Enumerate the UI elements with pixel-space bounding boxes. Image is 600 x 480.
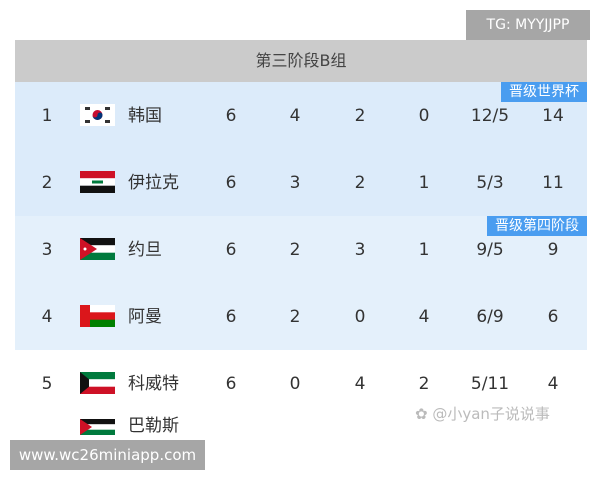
weibo-watermark: ✿ @小yan子说说事	[415, 405, 550, 423]
cell-goals: 6/9	[476, 307, 504, 327]
table-title: 第三阶段B组	[15, 40, 587, 82]
badge-qualify: 晋级世界杯	[501, 82, 587, 102]
cell-w: 2	[289, 307, 301, 327]
cell-l: 4	[418, 307, 430, 327]
cell-team: 科威特	[128, 374, 179, 394]
cell-goals: 5/3	[476, 173, 504, 193]
cell-p: 6	[225, 106, 237, 126]
cell-p: 6	[225, 173, 237, 193]
cell-rank: 1	[41, 106, 53, 126]
cell-rank: 3	[41, 240, 53, 260]
cell-l: 1	[418, 240, 430, 260]
cell-goals: 12/5	[470, 106, 510, 126]
cell-pts: 11	[542, 173, 564, 193]
weibo-watermark-text: @小yan子说说事	[432, 405, 550, 423]
cell-goals: 5/11	[470, 374, 510, 394]
cell-l: 2	[418, 374, 430, 394]
oman-flag-icon	[80, 305, 115, 327]
cell-p: 6	[225, 240, 237, 260]
table-row: 1 6 4 2 0 12/5 14 韩国 晋级世界杯	[15, 82, 587, 149]
cell-l: 1	[418, 173, 430, 193]
badge-fourth-stage: 晋级第四阶段	[487, 216, 587, 236]
cell-w: 2	[289, 240, 301, 260]
cell-d: 0	[354, 307, 366, 327]
cell-goals: 9/5	[476, 240, 504, 260]
cell-d: 4	[354, 374, 366, 394]
cell-pts: 14	[542, 106, 564, 126]
cell-p: 6	[225, 374, 237, 394]
cell-rank: 2	[41, 173, 53, 193]
cell-rank: 4	[41, 307, 53, 327]
cell-team: 约旦	[128, 240, 162, 260]
jordan-flag-icon	[80, 238, 115, 260]
tg-watermark: TG: MYYJJPP	[466, 10, 590, 40]
url-watermark: www.wc26miniapp.com	[10, 440, 205, 470]
table-row: 5 6 0 4 2 5/11 4 科威特	[15, 350, 587, 417]
cell-w: 0	[289, 374, 301, 394]
cell-pts: 9	[547, 240, 559, 260]
standings-table: 第三阶段B组 1 6 4 2 0 12/5 14 韩国 晋级世界杯 2 6 3 2 1 5/3 11 伊拉克 3 6…	[15, 40, 587, 450]
cell-pts: 6	[547, 307, 559, 327]
cell-d: 2	[354, 106, 366, 126]
cell-d: 3	[354, 240, 366, 260]
cell-team: 巴勒斯	[128, 416, 179, 436]
south-korea-flag-icon	[80, 104, 115, 126]
table-body: 1 6 4 2 0 12/5 14 韩国 晋级世界杯 2 6 3 2 1 5/3 11 伊拉克 3 6 2 3 1 9/5 9…	[15, 82, 587, 450]
table-row: 2 6 3 2 1 5/3 11 伊拉克	[15, 149, 587, 216]
cell-w: 4	[289, 106, 301, 126]
cell-p: 6	[225, 307, 237, 327]
cell-d: 2	[354, 173, 366, 193]
kuwait-flag-icon	[80, 372, 115, 394]
cell-team: 阿曼	[128, 307, 162, 327]
table-row: 4 6 2 0 4 6/9 6 阿曼	[15, 283, 587, 350]
table-row: 3 6 2 3 1 9/5 9 约旦 晋级第四阶段	[15, 216, 587, 283]
cell-rank: 5	[41, 374, 53, 394]
cell-pts: 4	[547, 374, 559, 394]
cell-team: 韩国	[128, 106, 162, 126]
cell-team: 伊拉克	[128, 173, 179, 193]
iraq-flag-icon	[80, 171, 115, 193]
palestine-flag-icon	[80, 419, 115, 435]
cell-l: 0	[418, 106, 430, 126]
cell-w: 3	[289, 173, 301, 193]
